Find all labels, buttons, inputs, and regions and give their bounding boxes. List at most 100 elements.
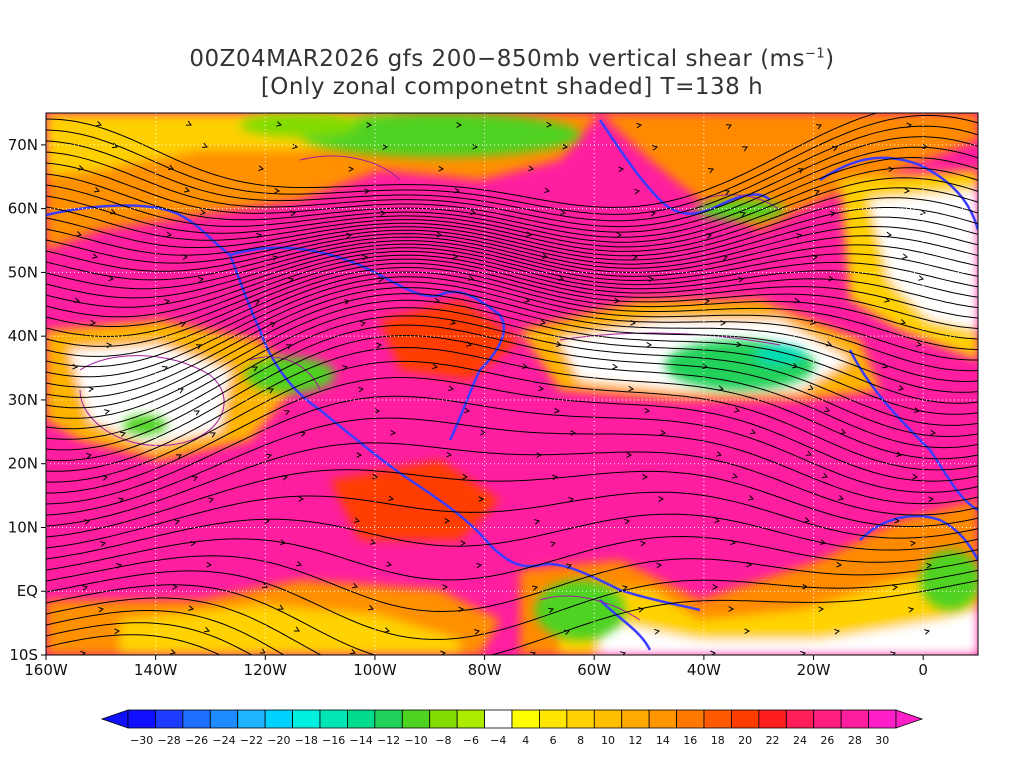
colorbar-swatch bbox=[182, 709, 211, 729]
streamline bbox=[46, 569, 978, 640]
streamline bbox=[46, 610, 285, 655]
streamline-arrow bbox=[616, 232, 623, 238]
colorbar-label: 20 bbox=[738, 734, 752, 747]
colorbar-label: 30 bbox=[875, 734, 889, 747]
streamline-arrow bbox=[796, 233, 803, 239]
streamline-arrow bbox=[438, 165, 445, 172]
streamline-arrow bbox=[831, 145, 838, 152]
colorbar-label: 24 bbox=[793, 734, 807, 747]
streamline-arrow bbox=[897, 385, 905, 391]
streamline-arrow bbox=[538, 385, 545, 392]
streamline-arrow bbox=[282, 474, 289, 481]
streamline-arrow bbox=[570, 430, 577, 436]
streamline-arrow bbox=[522, 363, 529, 369]
streamline-arrow bbox=[446, 451, 453, 458]
streamline-arrow bbox=[803, 517, 810, 523]
streamline-arrow bbox=[185, 120, 192, 126]
streamline-arrow bbox=[836, 561, 843, 568]
streamline bbox=[46, 187, 978, 252]
streamline-arrow bbox=[654, 628, 661, 635]
streamline-arrow bbox=[716, 451, 723, 457]
streamline-arrow bbox=[352, 582, 358, 589]
streamline-arrow bbox=[652, 145, 659, 151]
streamline-arrow bbox=[812, 254, 819, 261]
streamline-arrow bbox=[94, 186, 100, 193]
streamline-arrow bbox=[194, 410, 200, 416]
streamline-arrow bbox=[376, 342, 383, 349]
streamline bbox=[46, 299, 978, 419]
streamline-arrow bbox=[830, 211, 837, 217]
streamline-arrow bbox=[384, 627, 391, 633]
streamline-arrow bbox=[564, 629, 570, 636]
streamline-arrow bbox=[75, 231, 82, 237]
streamline-arrow bbox=[624, 518, 631, 525]
colorbar bbox=[100, 709, 924, 729]
streamline-arrow bbox=[432, 363, 439, 370]
streamline bbox=[46, 360, 978, 483]
streamline-arrow bbox=[902, 253, 909, 259]
streamline-arrow bbox=[546, 121, 553, 128]
streamline-arrow bbox=[660, 429, 667, 436]
colorbar-swatch bbox=[621, 709, 650, 729]
streamline-arrow bbox=[524, 297, 531, 303]
streamline-arrow bbox=[106, 342, 113, 349]
streamline-arrow bbox=[464, 407, 471, 414]
colorbar-label: −12 bbox=[377, 734, 400, 747]
colorbar-label: 6 bbox=[550, 734, 557, 747]
streamline-arrow bbox=[101, 475, 109, 481]
streamline bbox=[46, 469, 978, 538]
streamline-arrow bbox=[558, 275, 565, 281]
colorbar-swatch bbox=[593, 709, 623, 729]
streamline-arrow bbox=[797, 168, 804, 174]
streamline-arrow bbox=[272, 255, 279, 261]
streamline-arrow bbox=[544, 187, 551, 194]
streamline bbox=[46, 240, 978, 290]
streamline-arrow bbox=[114, 628, 121, 635]
streamline bbox=[46, 177, 978, 248]
streamline-arrow bbox=[100, 541, 107, 547]
chart-title-line-1: 00Z04MAR2026 gfs 200−850mb vertical shea… bbox=[0, 46, 1024, 72]
streamline-arrow bbox=[198, 277, 205, 283]
streamline-arrow bbox=[926, 562, 933, 569]
streamline-arrow bbox=[390, 429, 397, 436]
streamline-arrow bbox=[746, 561, 753, 568]
streamline-arrow bbox=[750, 428, 756, 435]
streamline-arrow bbox=[738, 276, 745, 283]
streamline-arrow bbox=[548, 607, 554, 614]
colorbar-label: −22 bbox=[240, 734, 263, 747]
colorbar-label: 10 bbox=[601, 734, 615, 747]
streamline-arrow bbox=[910, 540, 917, 547]
streamline bbox=[46, 315, 978, 440]
streamline-arrow bbox=[834, 628, 841, 635]
streamline bbox=[46, 136, 978, 228]
streamline-arrow bbox=[916, 341, 923, 347]
streamline-arrow bbox=[728, 606, 735, 612]
lat-label: 20N bbox=[8, 455, 38, 473]
streamline-arrow bbox=[792, 362, 798, 369]
streamline-arrow bbox=[92, 253, 99, 259]
streamline-arrow bbox=[386, 561, 393, 567]
streamline-arrow bbox=[886, 231, 893, 238]
streamline-arrow bbox=[174, 519, 181, 525]
streamline-arrow bbox=[251, 366, 258, 372]
colorbar-swatch bbox=[676, 709, 705, 729]
streamline bbox=[46, 197, 978, 257]
colorbar-labels: −30 −28 −26 −24 −22 −20 −18 −16 −14 −12 −10 −8 −6 −4 4… bbox=[130, 734, 889, 747]
streamline bbox=[46, 377, 978, 494]
streamline-arrow bbox=[630, 319, 637, 326]
streamline-arrow bbox=[164, 298, 171, 305]
streamline bbox=[46, 247, 978, 308]
streamline-arrow bbox=[388, 495, 395, 502]
streamline-arrow bbox=[928, 496, 935, 503]
streamline-arrow bbox=[800, 650, 807, 655]
streamline-arrow bbox=[82, 585, 89, 591]
streamline-arrow bbox=[542, 253, 549, 259]
streamline-arrow bbox=[888, 166, 895, 173]
streamline-arrow bbox=[794, 297, 801, 304]
streamline-arrow bbox=[810, 319, 817, 325]
streamline-arrow bbox=[656, 562, 663, 569]
streamline-arrow bbox=[892, 584, 899, 591]
streamline-arrow bbox=[814, 189, 820, 196]
streamline bbox=[46, 216, 978, 265]
streamline-arrow bbox=[618, 166, 625, 173]
